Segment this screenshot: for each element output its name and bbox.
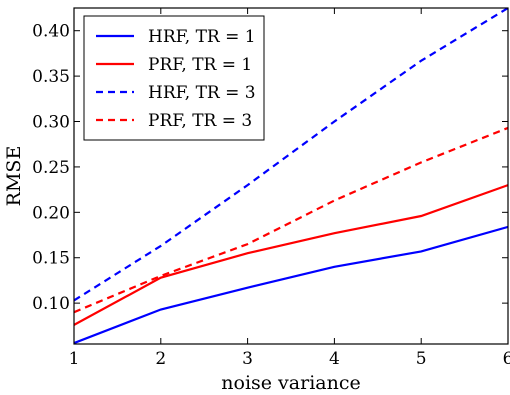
- series-line-4: [74, 126, 508, 314]
- y-tick-label: 0.10: [32, 294, 70, 314]
- x-tick-label: 1: [69, 349, 80, 369]
- y-tick-label: 0.25: [32, 158, 70, 178]
- series-line-1: [74, 225, 508, 344]
- legend-label-1: HRF, TR = 1: [148, 27, 256, 47]
- y-tick-label: 0.40: [32, 22, 70, 42]
- series-line-2: [74, 184, 508, 326]
- x-tick-label: 4: [329, 349, 340, 369]
- y-tick-label: 0.30: [32, 113, 70, 133]
- legend-label-4: PRF, TR = 3: [148, 111, 252, 131]
- y-axis-title: RMSE: [3, 146, 25, 207]
- x-tick-label: 3: [242, 349, 253, 369]
- x-tick-label: 5: [416, 349, 427, 369]
- tick-layer: 1 2 3 4 5 6 0.10 0.15 0.20 0.25 0.30 0.35 0.40: [32, 8, 510, 369]
- x-axis-title: noise variance: [221, 372, 360, 394]
- y-tick-label: 0.15: [32, 249, 70, 269]
- plot-frame: [73, 7, 509, 345]
- x-tick-label: 2: [155, 349, 166, 369]
- series-line-3: [74, 8, 508, 302]
- legend-label-2: PRF, TR = 1: [148, 55, 252, 75]
- series-layer: [74, 8, 508, 344]
- y-tick-label: 0.20: [32, 203, 70, 223]
- legend-label-3: HRF, TR = 3: [148, 83, 256, 103]
- y-tick-label: 0.35: [32, 67, 70, 87]
- x-tick-label: 6: [503, 349, 510, 369]
- legend: HRF, TR = 1 PRF, TR = 1 HRF, TR = 3 PRF, TR…: [83, 15, 265, 141]
